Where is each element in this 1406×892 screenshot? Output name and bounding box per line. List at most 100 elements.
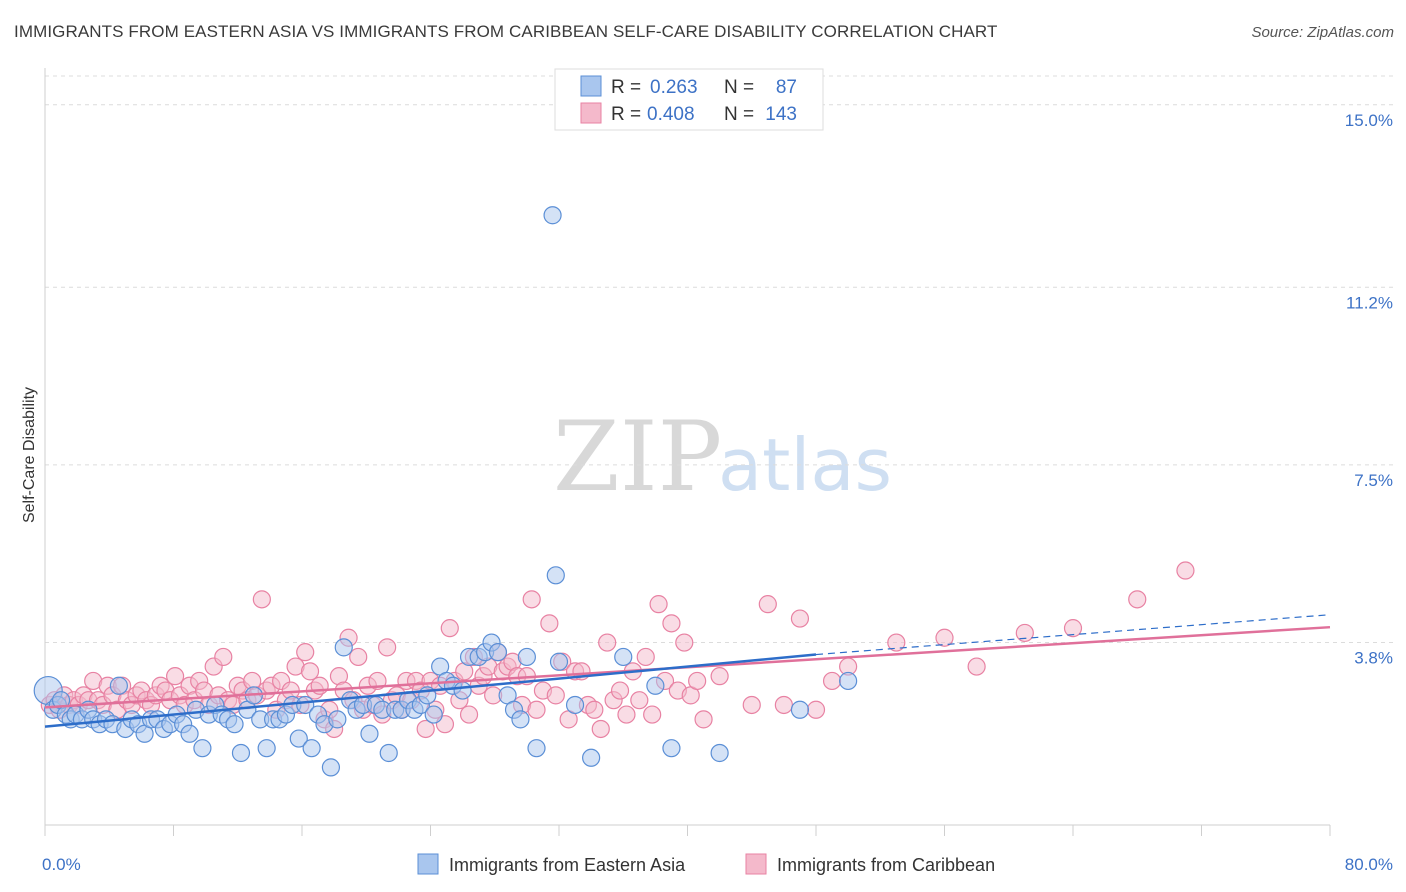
eastern-asia-trend-extension [815, 614, 1331, 656]
x-tick-label-1: 80.0% [1345, 855, 1393, 874]
caribbean-point-44 [252, 590, 271, 609]
caribbean-point-126 [688, 671, 707, 691]
eastern-asia-point-66 [453, 681, 472, 700]
caribbean-point-120 [649, 595, 668, 614]
eastern-asia-point-36 [257, 739, 276, 758]
caribbean-point-118 [636, 647, 655, 667]
bottom-legend: Immigrants from Eastern Asia Immigrants … [417, 853, 995, 875]
bottom-legend-swatch-eastern-asia [417, 853, 439, 875]
caribbean-point-138 [967, 657, 986, 676]
eastern-asia-point-62 [424, 705, 443, 724]
y-tick-labels: 3.8% 7.5% 11.2% 15.0% [1345, 111, 1393, 668]
caribbean-point-140 [1063, 619, 1083, 638]
eastern-asia-point-46 [321, 758, 341, 777]
caribbean-point-141 [1128, 590, 1147, 609]
caribbean-point-114 [610, 681, 630, 700]
eastern-asia-point-84 [662, 739, 681, 758]
caribbean-point-139 [1015, 623, 1034, 643]
top-legend: R = 0.263 N = 87 R = 0.408 N = 143 [554, 68, 824, 131]
caribbean-point-117 [630, 691, 649, 710]
caribbean-point-132 [790, 609, 810, 628]
eastern-asia-point-82 [614, 647, 633, 667]
y-tick-label-3: 15.0% [1345, 111, 1393, 130]
y-tick-label-2: 11.2% [1346, 293, 1393, 312]
eastern-asia-trend-line [44, 653, 817, 728]
caribbean-point-122 [662, 614, 681, 633]
caribbean-point-111 [591, 719, 610, 739]
caribbean-point-70 [378, 638, 397, 657]
caribbean-point-119 [643, 705, 662, 724]
legend-r-value-2: 0.408 [647, 104, 695, 125]
eastern-asia-point-71 [488, 643, 508, 662]
caribbean-point-112 [598, 633, 617, 652]
caribbean-point-142 [1176, 561, 1195, 580]
chart-source: Source: ZipAtlas.com [1251, 24, 1394, 41]
caribbean-point-103 [540, 614, 559, 633]
legend-swatch-caribbean [580, 102, 602, 124]
eastern-asia-point-13 [109, 676, 128, 695]
bottom-legend-label-eastern-asia: Immigrants from Eastern Asia [449, 855, 686, 875]
eastern-asia-point-76 [527, 739, 546, 758]
y-axis-title: Self-Care Disability [21, 387, 38, 523]
eastern-asia-point-85 [710, 743, 729, 763]
eastern-asia-point-87 [839, 671, 858, 691]
caribbean-point-128 [710, 667, 729, 686]
watermark-zip: ZIP [553, 401, 722, 513]
caribbean-point-87 [459, 705, 479, 724]
caribbean-point-101 [527, 700, 546, 719]
caribbean-point-137 [935, 628, 954, 647]
caribbean-point-78 [416, 719, 435, 739]
caribbean-point-133 [806, 700, 826, 719]
legend-n-label-1: N = [724, 77, 754, 98]
legend-swatch-eastern-asia [580, 75, 602, 97]
caribbean-point-26 [166, 667, 185, 686]
caribbean-point-54 [300, 662, 320, 681]
caribbean-point-136 [887, 633, 906, 652]
eastern-asia-point-83 [646, 676, 665, 695]
caribbean-point-110 [585, 700, 604, 719]
caribbean-point-129 [742, 695, 761, 715]
y-tick-label-1: 7.5% [1354, 471, 1393, 490]
eastern-asia-point-79 [549, 652, 569, 671]
legend-n-value-1: 87 [776, 77, 797, 98]
eastern-asia-point-31 [225, 715, 244, 734]
eastern-asia-point-43 [302, 739, 321, 758]
caribbean-point-130 [758, 595, 777, 614]
x-tick-labels: 0.0% 80.0% [42, 855, 1393, 874]
eastern-asia-point-24 [180, 724, 199, 743]
eastern-asia-point-47 [328, 710, 347, 729]
eastern-asia-point-78 [546, 566, 565, 585]
eastern-asia-point-32 [231, 743, 251, 763]
watermark: ZIP atlas [553, 401, 892, 513]
caribbean-point-131 [774, 695, 793, 715]
caribbean-point-115 [617, 705, 636, 724]
legend-n-label-2: N = [724, 104, 754, 125]
eastern-asia-point-48 [334, 638, 353, 657]
eastern-asia-point-86 [790, 700, 810, 719]
eastern-asia-point-77 [543, 206, 562, 225]
trend-lines [44, 614, 1331, 728]
eastern-asia-point-74 [511, 710, 530, 729]
eastern-asia-point-26 [193, 739, 212, 758]
caribbean-point-100 [522, 590, 541, 609]
caribbean-point-127 [694, 710, 713, 729]
eastern-asia-point-55 [379, 743, 398, 763]
caribbean-point-104 [546, 686, 565, 705]
x-tick-label-0: 0.0% [42, 855, 81, 874]
legend-r-label-1: R = [611, 77, 641, 98]
eastern-asia-point-52 [360, 724, 379, 743]
caribbean-point-124 [675, 633, 694, 652]
grid [45, 75, 1393, 644]
eastern-asia-points [33, 206, 858, 777]
eastern-asia-point-41 [289, 729, 308, 748]
caribbean-point-83 [440, 619, 459, 638]
caribbean-point-53 [296, 643, 315, 662]
caribbean-point-134 [822, 671, 842, 691]
y-tick-label-0: 3.8% [1354, 649, 1393, 668]
legend-r-label-2: R = [611, 104, 641, 125]
caribbean-point-36 [214, 647, 233, 667]
eastern-asia-point-81 [582, 748, 601, 767]
legend-n-value-2: 143 [765, 104, 797, 125]
eastern-asia-point-75 [517, 647, 536, 667]
